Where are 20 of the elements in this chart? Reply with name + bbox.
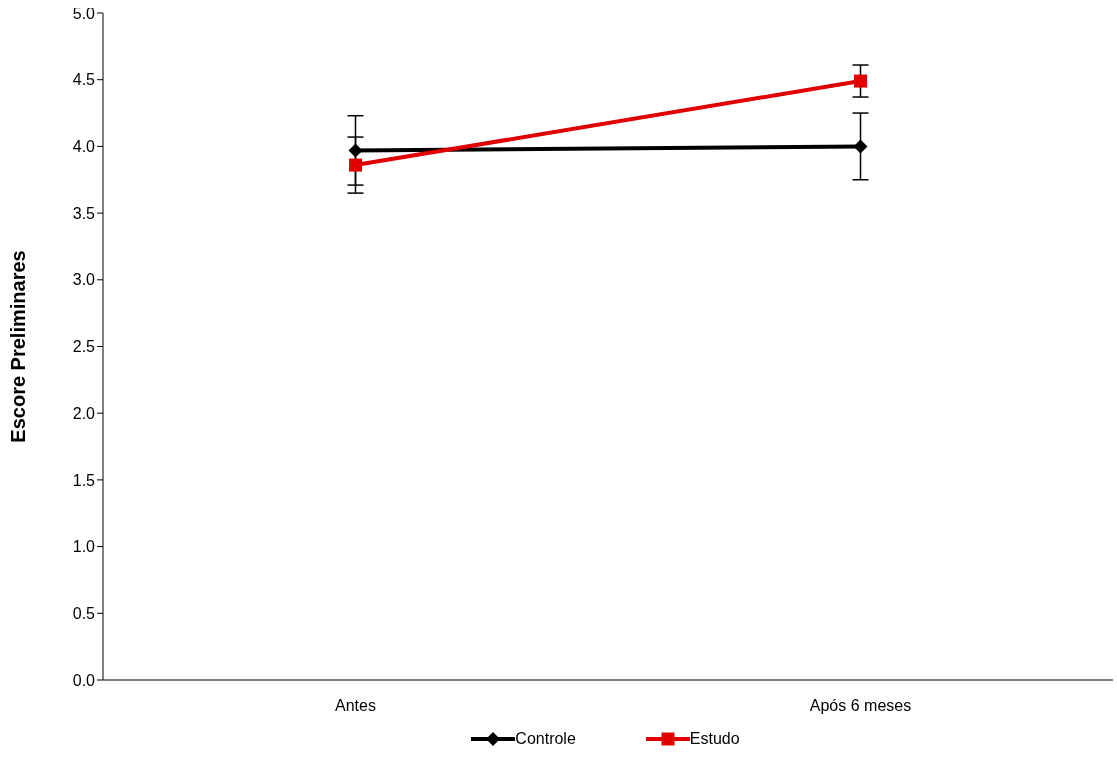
y-tick-label: 2.0 bbox=[72, 404, 96, 422]
y-tick-label: 4.5 bbox=[72, 71, 96, 89]
x-tick-label: Após 6 meses bbox=[809, 697, 912, 715]
y-tick-label: 0.5 bbox=[72, 604, 96, 622]
point bbox=[853, 139, 868, 154]
point bbox=[349, 158, 362, 172]
y-tick-label: 1.0 bbox=[72, 538, 96, 556]
legend-label: Estudo bbox=[689, 730, 740, 748]
y-tick-label: 2.5 bbox=[72, 338, 96, 356]
x-tick-label: Antes bbox=[335, 697, 376, 715]
y-tick-label: 4.0 bbox=[72, 138, 96, 156]
point bbox=[348, 143, 363, 158]
y-tick-label: 3.0 bbox=[72, 271, 96, 289]
point bbox=[854, 74, 867, 88]
y-axis-title: Escore Preliminares bbox=[7, 250, 30, 443]
legend-label: Controle bbox=[515, 730, 576, 748]
y-tick-label: 3.5 bbox=[72, 204, 96, 222]
y-tick-label: 1.5 bbox=[72, 471, 96, 489]
y-tick-label: 5.0 bbox=[72, 4, 96, 22]
y-tick-label: 0.0 bbox=[72, 671, 96, 689]
